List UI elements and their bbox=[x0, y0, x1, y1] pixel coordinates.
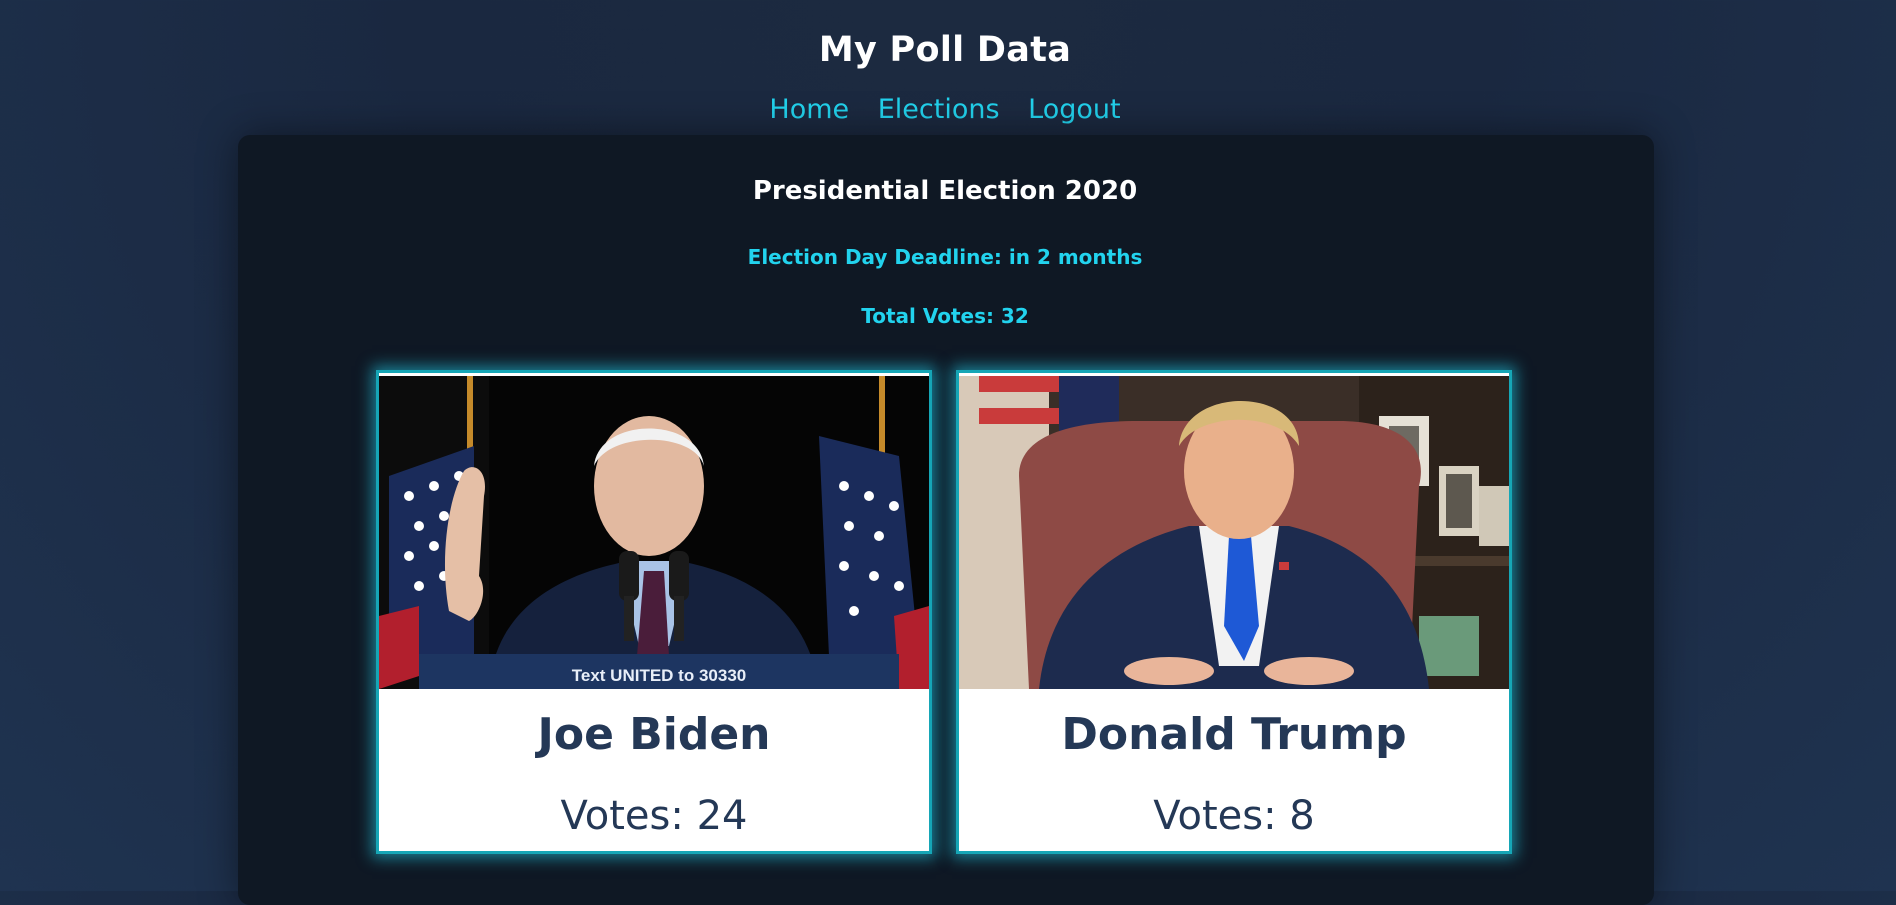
site-title: My Poll Data bbox=[818, 30, 1072, 70]
candidate-card-trump[interactable]: Donald Trump Votes: 8 bbox=[956, 370, 1512, 854]
total-votes: Total Votes: 32 bbox=[861, 304, 1029, 328]
nav-link-elections[interactable]: Elections bbox=[877, 94, 1000, 125]
podium-text: Text UNITED to 30330 bbox=[572, 666, 746, 685]
nav-link-home[interactable]: Home bbox=[769, 94, 850, 125]
candidate-name: Joe Biden bbox=[537, 709, 771, 760]
candidate-name: Donald Trump bbox=[1061, 709, 1407, 760]
election-title: Presidential Election 2020 bbox=[752, 176, 1138, 206]
election-deadline: Election Day Deadline: in 2 months bbox=[747, 245, 1143, 269]
candidate-votes: Votes: 8 bbox=[1153, 793, 1315, 839]
candidate-card-biden[interactable]: Text UNITED to 30330 Joe Biden Votes: 24 bbox=[376, 370, 932, 854]
candidate-votes: Votes: 24 bbox=[560, 793, 748, 839]
candidate-photo-trump bbox=[959, 376, 1509, 689]
nav-link-logout[interactable]: Logout bbox=[1028, 94, 1121, 125]
candidate-photo-biden: Text UNITED to 30330 bbox=[379, 376, 929, 689]
main-nav: Home Elections Logout bbox=[0, 94, 1890, 125]
